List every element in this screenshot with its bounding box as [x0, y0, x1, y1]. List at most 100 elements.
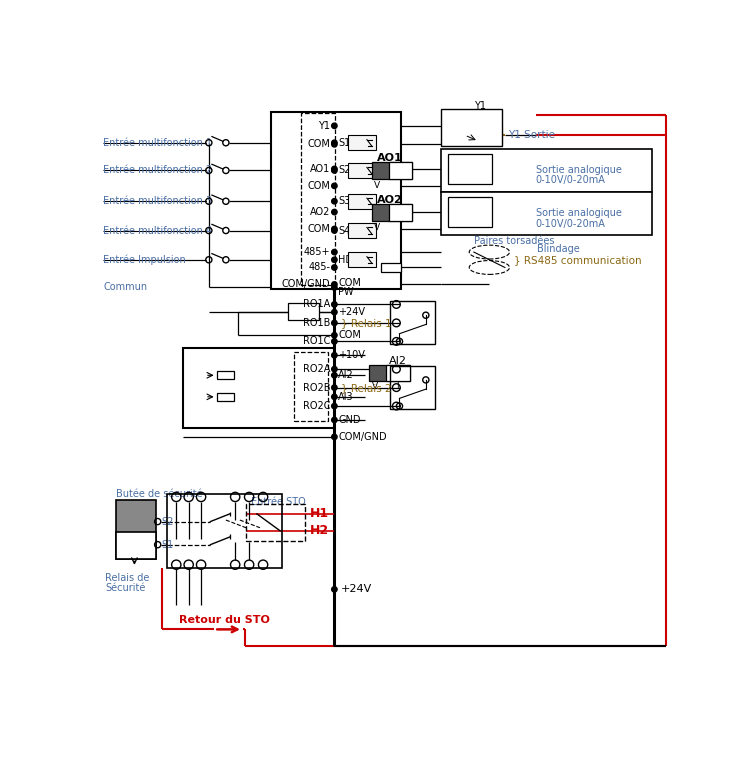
Circle shape: [331, 394, 337, 400]
Bar: [389, 205, 412, 221]
Text: 485+: 485+: [304, 247, 331, 257]
Text: Blindage: Blindage: [538, 244, 580, 254]
Text: V: V: [374, 223, 380, 232]
Text: S3: S3: [338, 196, 350, 206]
Bar: [386, 365, 410, 381]
Circle shape: [331, 404, 337, 409]
Bar: [390, 366, 435, 409]
Bar: [246, 504, 305, 541]
Circle shape: [331, 309, 337, 315]
Text: Entrée multifonction 2: Entrée multifonction 2: [103, 165, 212, 175]
Circle shape: [331, 142, 337, 147]
Bar: [217, 372, 233, 379]
Text: S1: S1: [162, 540, 174, 550]
Text: RO2A: RO2A: [303, 364, 331, 374]
Bar: [441, 149, 652, 192]
Text: AO2: AO2: [377, 195, 403, 205]
Bar: [349, 252, 376, 267]
Text: RO1C: RO1C: [303, 336, 331, 346]
Text: +24V: +24V: [340, 584, 372, 594]
Circle shape: [331, 302, 337, 307]
Text: Relais de: Relais de: [105, 573, 149, 583]
Text: Y1: Y1: [474, 101, 486, 111]
Text: Entrée Impulsion: Entrée Impulsion: [103, 254, 186, 265]
Circle shape: [331, 166, 337, 172]
Bar: [389, 162, 412, 179]
Text: Y1: Y1: [319, 121, 331, 131]
Bar: [441, 192, 652, 235]
Bar: [167, 494, 282, 568]
Bar: [371, 205, 412, 221]
Bar: [390, 301, 435, 345]
Circle shape: [331, 332, 337, 338]
Text: Entrée multifonction 1: Entrée multifonction 1: [103, 138, 212, 148]
Text: Sortie analogique: Sortie analogique: [536, 165, 622, 175]
Bar: [116, 500, 156, 558]
Circle shape: [331, 282, 337, 287]
Bar: [271, 112, 401, 289]
Circle shape: [331, 385, 337, 391]
Circle shape: [331, 352, 337, 358]
Text: COM/GND: COM/GND: [282, 280, 331, 290]
Text: AI2: AI2: [389, 356, 407, 366]
Bar: [217, 393, 233, 401]
Text: S4: S4: [338, 225, 350, 235]
Circle shape: [331, 587, 337, 592]
Text: RO1B: RO1B: [303, 318, 331, 328]
Circle shape: [331, 265, 337, 270]
Circle shape: [331, 257, 337, 263]
Text: RO1A: RO1A: [303, 300, 331, 309]
Text: 0-10V/0-20mA: 0-10V/0-20mA: [536, 175, 605, 185]
Text: AO2: AO2: [310, 207, 331, 217]
Circle shape: [331, 339, 337, 344]
Bar: [369, 365, 410, 381]
Circle shape: [331, 140, 337, 146]
Bar: [371, 162, 412, 179]
Text: S1: S1: [338, 138, 350, 148]
Text: I: I: [398, 181, 401, 190]
Text: 0-10V/0-20mA: 0-10V/0-20mA: [536, 218, 605, 228]
Circle shape: [331, 366, 337, 372]
Text: I: I: [398, 223, 401, 232]
Circle shape: [331, 226, 337, 231]
Text: COM: COM: [338, 278, 361, 288]
Circle shape: [331, 123, 337, 129]
Bar: [349, 194, 376, 209]
Text: Sortie analogique: Sortie analogique: [536, 208, 622, 218]
Circle shape: [331, 417, 337, 423]
Text: GND: GND: [338, 415, 361, 425]
Text: H1: H1: [309, 507, 329, 520]
Text: I: I: [396, 382, 399, 391]
Text: Paires torsadées: Paires torsadées: [474, 236, 554, 247]
Text: Y1 Sortie: Y1 Sortie: [508, 130, 555, 140]
Bar: [183, 348, 334, 427]
Circle shape: [331, 372, 337, 378]
Text: } Relais 2: } Relais 2: [340, 382, 392, 393]
Text: S2: S2: [162, 516, 174, 526]
Text: AI2: AI2: [338, 370, 354, 380]
Text: RO2C: RO2C: [303, 401, 331, 411]
Circle shape: [331, 183, 337, 188]
Bar: [288, 303, 319, 320]
Circle shape: [331, 285, 337, 290]
Text: Commun: Commun: [103, 283, 148, 293]
Text: COM: COM: [308, 139, 331, 149]
Text: COM: COM: [308, 181, 331, 191]
Bar: [447, 197, 492, 228]
Text: H2: H2: [309, 524, 329, 537]
Text: +24V: +24V: [338, 307, 365, 317]
Text: S2: S2: [338, 165, 351, 175]
Text: +10V: +10V: [338, 350, 365, 360]
Circle shape: [331, 209, 337, 214]
Text: HDI: HDI: [338, 255, 356, 265]
Circle shape: [331, 228, 337, 233]
Bar: [349, 223, 376, 238]
Bar: [294, 352, 328, 421]
Text: Entrée multifonction 4: Entrée multifonction 4: [103, 225, 212, 235]
Bar: [441, 109, 501, 146]
Bar: [301, 113, 335, 285]
Text: Entrée STO: Entrée STO: [251, 496, 306, 506]
Text: COM: COM: [338, 330, 361, 340]
Circle shape: [331, 434, 337, 440]
Text: RO2B: RO2B: [303, 382, 331, 393]
